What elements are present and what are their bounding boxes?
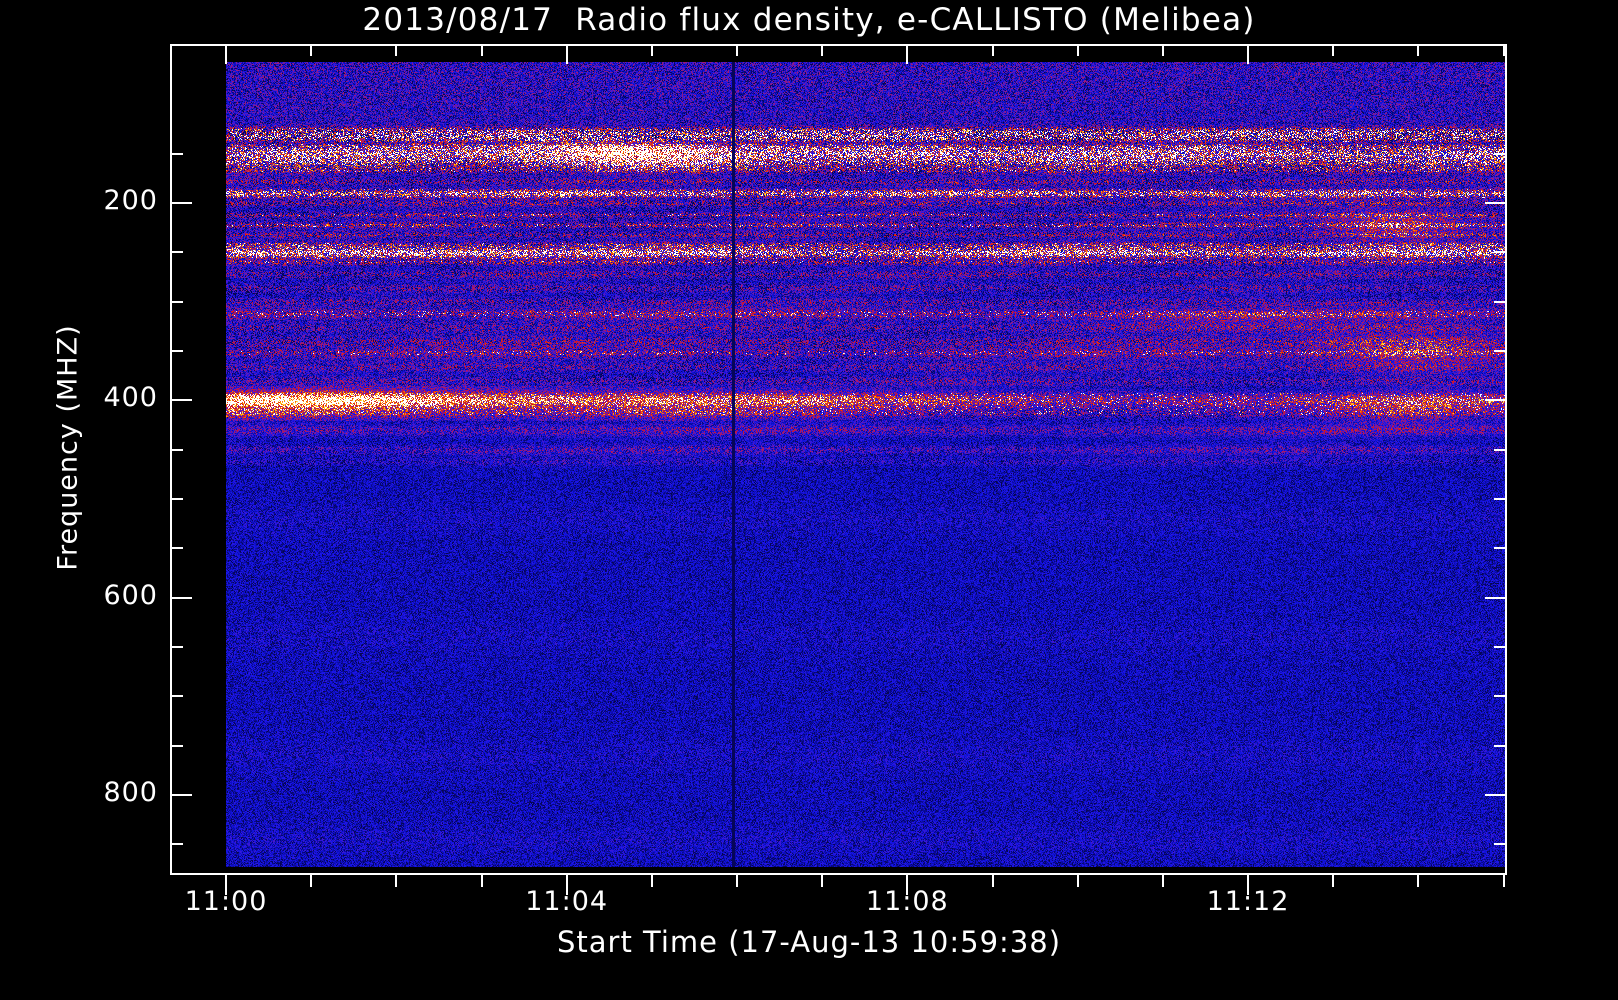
x-tick-9	[991, 875, 994, 887]
x-tick-top-15	[1502, 44, 1505, 56]
x-tick-13	[1332, 875, 1335, 887]
x-tick-top-5	[650, 44, 653, 56]
x-tick-1	[310, 875, 313, 887]
spectrogram-canvas	[226, 62, 1505, 867]
x-tick-top-3	[480, 44, 483, 56]
y-tick-label-600: 600	[103, 579, 158, 611]
y-tick-right-450	[1494, 448, 1507, 451]
x-tick-top-1	[310, 44, 313, 56]
x-tick-top-11	[1161, 44, 1164, 56]
y-tick-right-200	[1485, 202, 1507, 204]
spectrogram-image	[226, 62, 1505, 867]
y-tick-250	[170, 251, 183, 254]
x-tick-top-9	[991, 44, 994, 56]
y-tick-right-850	[1494, 843, 1507, 846]
x-tick-label-11:08: 11:08	[865, 886, 949, 917]
y-tick-label-400: 400	[103, 382, 158, 414]
x-tick-label-11:12: 11:12	[1206, 886, 1290, 917]
x-tick-7	[821, 875, 824, 887]
y-tick-650	[170, 646, 183, 648]
x-tick-8	[906, 875, 909, 895]
y-tick-600	[170, 596, 192, 599]
x-tick-label-11:00: 11:00	[184, 886, 268, 917]
x-tick-top-0	[225, 44, 227, 64]
y-tick-400	[170, 399, 192, 402]
x-tick-4	[565, 875, 568, 895]
x-axis-title: Start Time (17-Aug-13 10:59:38)	[556, 925, 1062, 959]
x-tick-15	[1502, 875, 1505, 887]
y-tick-right-800	[1485, 794, 1507, 796]
x-tick-top-14	[1417, 44, 1420, 56]
x-tick-0	[225, 875, 227, 895]
y-tick-right-600	[1485, 596, 1507, 599]
x-tick-top-6	[736, 44, 738, 56]
y-tick-850	[170, 843, 183, 846]
x-tick-top-13	[1332, 44, 1335, 56]
y-tick-right-650	[1494, 646, 1507, 648]
y-tick-700	[170, 695, 183, 698]
y-tick-500	[170, 498, 183, 500]
y-tick-right-350	[1494, 350, 1507, 352]
x-tick-top-12	[1247, 44, 1249, 64]
y-tick-350	[170, 350, 183, 352]
axes-frame	[170, 44, 1507, 875]
x-tick-6	[736, 875, 738, 887]
y-tick-right-750	[1494, 744, 1507, 747]
y-tick-200	[170, 202, 192, 204]
y-tick-550	[170, 547, 183, 550]
y-tick-right-250	[1494, 251, 1507, 254]
x-tick-label-11:04: 11:04	[525, 886, 609, 917]
y-tick-800	[170, 794, 192, 796]
x-tick-14	[1417, 875, 1420, 887]
x-tick-top-2	[395, 44, 398, 56]
y-tick-right-400	[1485, 399, 1507, 402]
y-tick-right-500	[1494, 498, 1507, 500]
y-tick-450	[170, 448, 183, 451]
y-axis-title: Frequency (MHZ)	[52, 324, 84, 571]
y-tick-right-150	[1494, 152, 1507, 155]
y-tick-label-800: 800	[103, 777, 158, 808]
x-tick-2	[395, 875, 398, 887]
x-tick-3	[480, 875, 483, 887]
x-tick-11	[1161, 875, 1164, 887]
y-tick-right-300	[1494, 300, 1507, 303]
y-tick-label-200: 200	[103, 185, 158, 216]
x-tick-top-10	[1076, 44, 1079, 56]
y-tick-150	[170, 152, 183, 155]
x-tick-12	[1247, 875, 1249, 895]
y-tick-right-550	[1494, 547, 1507, 550]
x-tick-top-4	[565, 44, 568, 64]
x-tick-5	[650, 875, 653, 887]
x-tick-10	[1076, 875, 1079, 887]
x-tick-top-7	[821, 44, 824, 56]
x-tick-top-8	[906, 44, 909, 64]
y-tick-750	[170, 744, 183, 747]
page-title: 2013/08/17 Radio flux density, e-CALLIST…	[362, 2, 1256, 38]
y-tick-300	[170, 300, 183, 303]
y-tick-right-700	[1494, 695, 1507, 698]
